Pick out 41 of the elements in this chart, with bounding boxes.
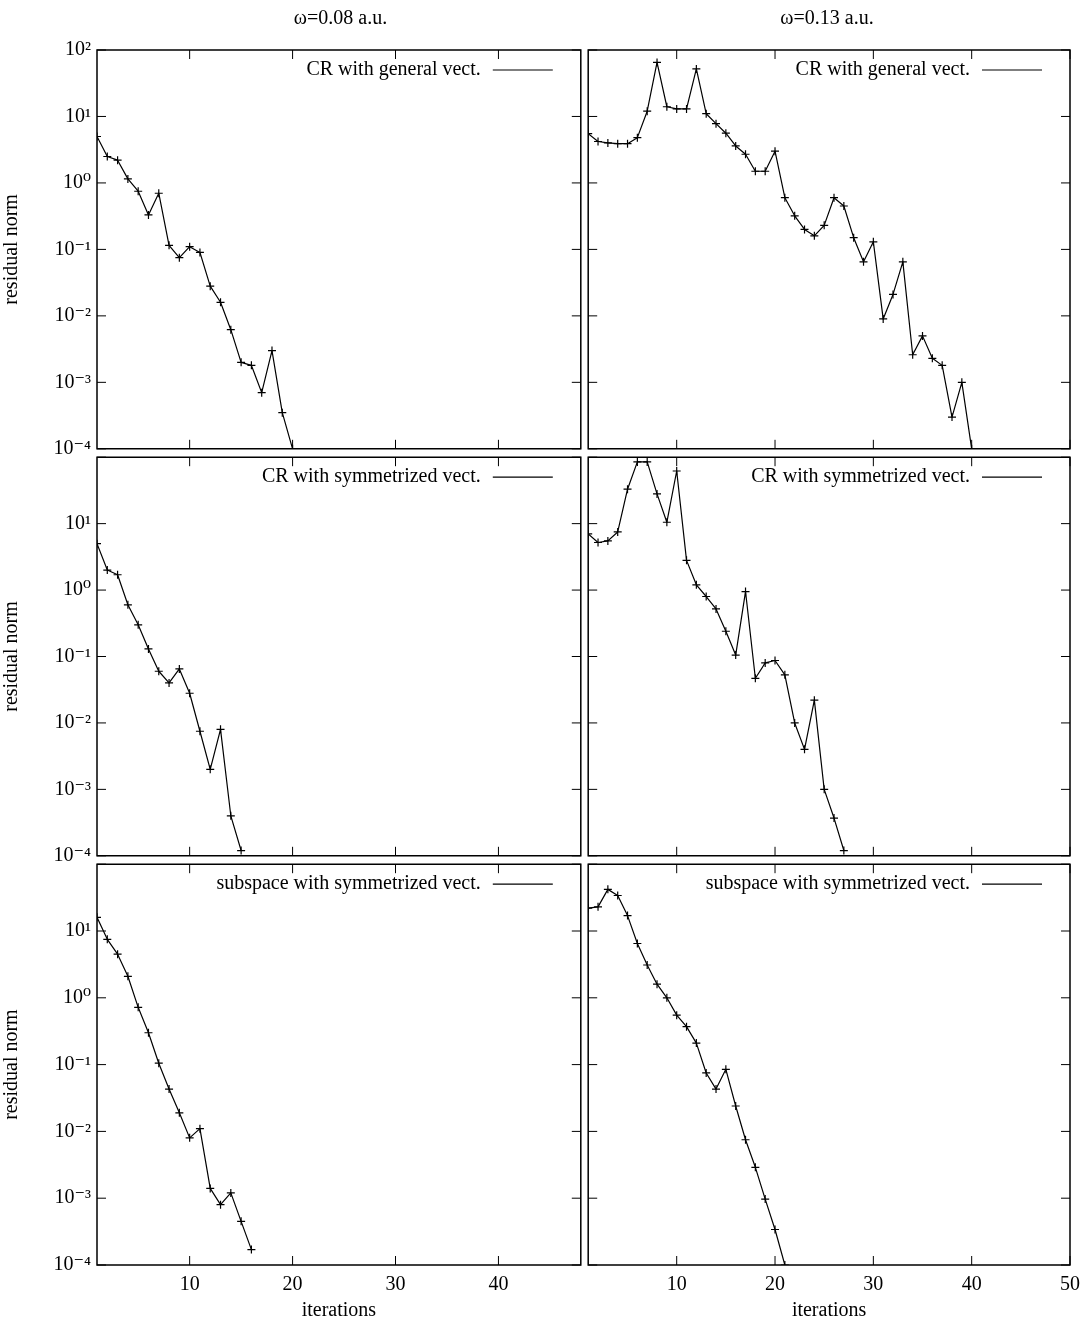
x-tick-label: 10 bbox=[666, 1272, 687, 1295]
y-axis-title: residual norm bbox=[0, 600, 22, 712]
y-tick-label: 10⁰ bbox=[62, 985, 91, 1008]
x-tick-label: 50 bbox=[1060, 1272, 1080, 1295]
y-tick-label: 10⁻⁴ bbox=[53, 843, 92, 866]
y-tick-label: 10⁰ bbox=[62, 170, 91, 193]
legend-label: CR with general vect. bbox=[306, 57, 481, 81]
legend-label: subspace with symmetrized vect. bbox=[705, 871, 970, 895]
x-tick-label: 20 bbox=[765, 1272, 786, 1295]
y-tick-label: 10⁻⁴ bbox=[53, 436, 92, 459]
legend-label: subspace with symmetrized vect. bbox=[216, 871, 481, 895]
y-tick-label: 10¹ bbox=[65, 510, 91, 533]
x-tick-label: 40 bbox=[488, 1272, 509, 1295]
y-axis-title: residual norm bbox=[0, 1008, 22, 1120]
x-tick-label: 10 bbox=[179, 1272, 200, 1295]
y-tick-label: 10² bbox=[65, 37, 91, 60]
y-axis-title: residual norm bbox=[0, 193, 22, 305]
y-tick-label: 10⁻¹ bbox=[54, 236, 91, 259]
y-tick-label: 10⁻¹ bbox=[54, 643, 91, 666]
legend-label: CR with symmetrized vect. bbox=[261, 464, 481, 488]
x-tick-label: 20 bbox=[282, 1272, 303, 1295]
y-tick-label: 10⁻¹ bbox=[54, 1051, 91, 1074]
y-tick-label: 10⁻² bbox=[54, 303, 91, 326]
y-tick-label: 10⁰ bbox=[62, 577, 91, 600]
x-axis-title: iterations bbox=[301, 1298, 377, 1321]
y-tick-label: 10¹ bbox=[65, 918, 91, 941]
chart-title: ω=0.08 a.u. bbox=[292, 6, 389, 29]
legend-label: CR with general vect. bbox=[795, 57, 970, 81]
x-tick-label: 30 bbox=[385, 1272, 406, 1295]
y-tick-label: 10⁻³ bbox=[54, 776, 91, 799]
y-tick-label: 10¹ bbox=[65, 103, 91, 126]
y-tick-label: 10⁻² bbox=[54, 1118, 91, 1141]
x-tick-label: 40 bbox=[961, 1272, 982, 1295]
x-axis-title: iterations bbox=[791, 1298, 867, 1321]
x-tick-label: 30 bbox=[863, 1272, 884, 1295]
y-tick-label: 10⁻³ bbox=[54, 369, 91, 392]
legend-label: CR with symmetrized vect. bbox=[751, 464, 970, 488]
y-tick-label: 10⁻² bbox=[54, 710, 91, 733]
y-tick-label: 10⁻⁴ bbox=[53, 1252, 92, 1275]
y-tick-label: 10⁻³ bbox=[54, 1185, 91, 1208]
chart-title: ω=0.13 a.u. bbox=[779, 6, 875, 29]
